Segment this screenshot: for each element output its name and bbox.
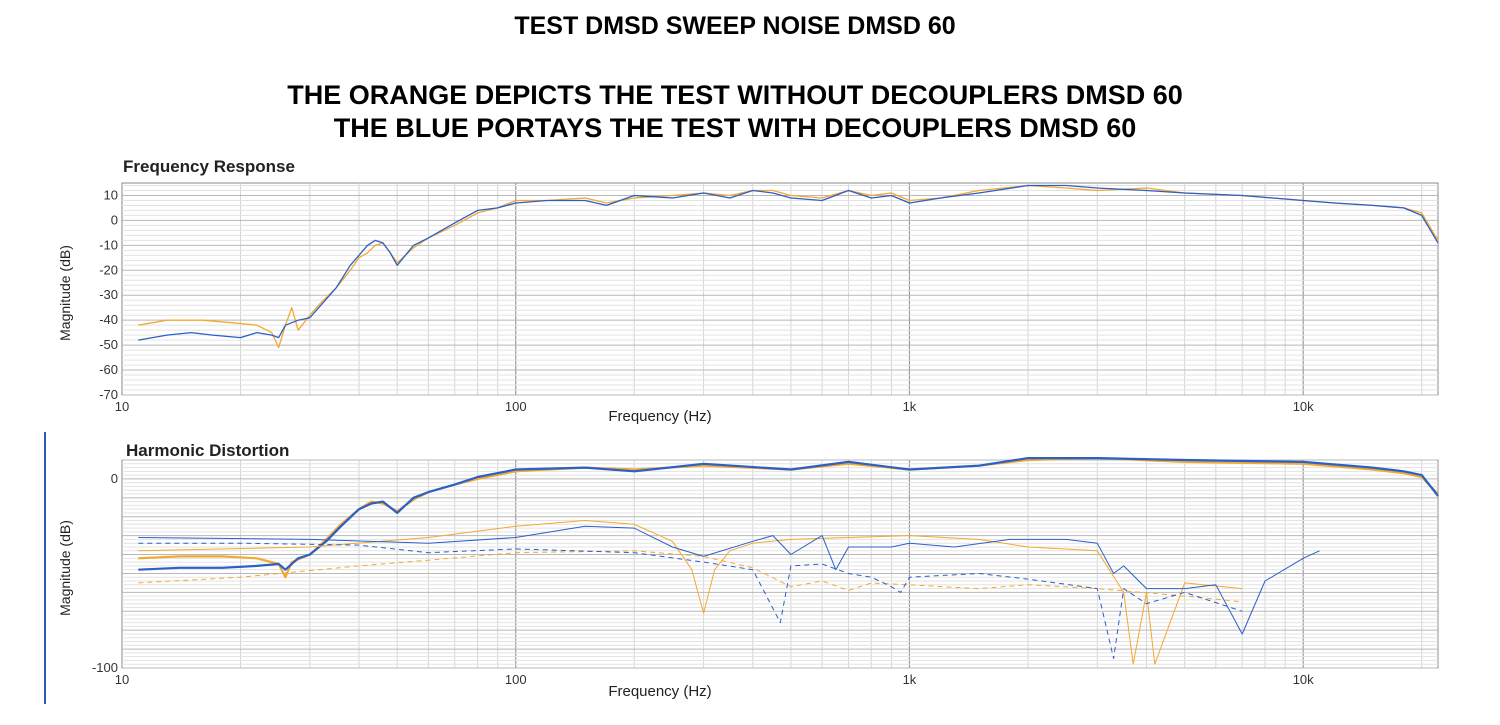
series-line-2 (138, 457, 1439, 571)
y-axis-label: Magnitude (dB) (57, 520, 73, 616)
x-tick-label: 10k (1293, 672, 1314, 687)
x-tick-label: 100 (505, 672, 527, 687)
x-tick-label: 1k (903, 672, 917, 687)
y-tick-label: -30 (99, 287, 118, 302)
plot-area (121, 182, 1439, 396)
y-tick-label: -60 (99, 362, 118, 377)
y-tick-label: -50 (99, 337, 118, 352)
series-line-1 (138, 184, 1439, 349)
chart-title: Harmonic Distortion (126, 441, 289, 460)
x-axis-label: Frequency (Hz) (608, 683, 711, 700)
y-tick-label: 0 (111, 212, 118, 227)
chart-1: 10 100 1k 10k100-10-20-30-40-50-60-70Freque… (57, 157, 1439, 425)
x-tick-label: 10 (115, 399, 129, 414)
series-line-2 (138, 184, 1439, 341)
y-tick-label: 10 (104, 187, 118, 202)
chart-2: 10 100 1k 10k 0 -100 Harmonic Distortion Freque… (57, 441, 1439, 700)
series-line-4 (138, 525, 1320, 635)
series-line-6 (138, 542, 1243, 659)
x-tick-label: 1k (903, 399, 917, 414)
y-axis-label: Magnitude (dB) (57, 245, 73, 341)
y-tick-label: -40 (99, 312, 118, 327)
y-tick-label: -10 (99, 237, 118, 252)
x-tick-label: 10 (115, 672, 129, 687)
y-tick-label: -20 (99, 262, 118, 277)
plot-area (121, 459, 1439, 669)
legend-orange-description: THE ORANGE DEPICTS THE TEST WITHOUT DECO… (287, 80, 1183, 110)
y-tick-label: -100 (92, 660, 118, 675)
x-tick-label: 100 (505, 399, 527, 414)
series-line-3 (138, 520, 1243, 665)
series-line-5 (138, 550, 1243, 603)
x-tick-label: 10k (1293, 399, 1314, 414)
x-axis-label: Frequency (Hz) (608, 408, 711, 425)
legend-blue-description: THE BLUE PORTAYS THE TEST WITH DECOUPLER… (333, 113, 1137, 143)
y-tick-label: -70 (99, 387, 118, 402)
window-edge-divider (44, 432, 46, 704)
page-title: TEST DMSD SWEEP NOISE DMSD 60 (514, 12, 956, 40)
chart-title: Frequency Response (123, 157, 295, 176)
y-tick-label: 0 (111, 471, 118, 486)
